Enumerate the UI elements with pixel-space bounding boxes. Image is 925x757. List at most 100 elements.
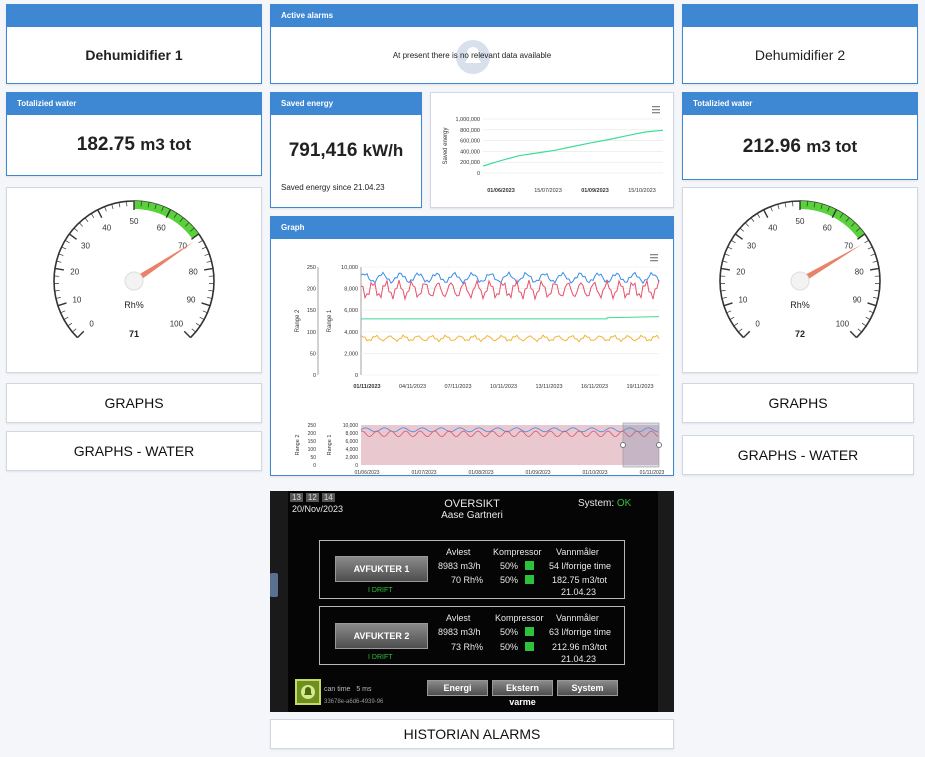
gauge-unit-label: Rh% [124,300,144,310]
nav-x-tick: 01/06/2023 [354,470,379,475]
gauge-tick [722,260,728,263]
gauge-tick [868,310,874,314]
gauge-tick [777,204,780,210]
totalized-water-2-value-row: 212.96 m3 tot [683,115,917,179]
col-kompressor-1: Kompressor [493,547,542,557]
gauge-tick [739,227,744,232]
unit-1-kompressor-2-indicator [525,575,534,584]
system-button[interactable]: System [557,680,618,696]
gauge-tick-label: 50 [130,217,139,226]
gauge-tick [813,202,816,208]
graphs-water-button-1[interactable]: GRAPHS - WATER [6,431,262,471]
navigator-handle-left[interactable] [620,442,626,448]
gauge-needle [798,244,862,284]
gauge-tick [726,310,732,314]
totalized-water-2-value: 212.96 [742,136,801,157]
alarms-message: At present there is no relevant data ava… [392,50,552,60]
nav-axis1-tick: 100 [308,447,317,453]
saved-energy-chart: Saved energy 1,000,000 800,000 600,000 400,0… [443,106,664,194]
graph-axis1-tick: 150 [307,308,316,314]
unit-2-kompressor-2: 50% [500,642,519,652]
gauge-tick [60,310,66,314]
gauge-tick [97,209,103,219]
gauge-tick-label: 80 [855,268,864,277]
graph-x-tick: 16/11/2023 [581,384,608,390]
chart-menu-icon[interactable] [652,106,660,114]
saved-energy-value: 791,416 [288,140,358,161]
unit-1-flow: 8983 m3/h [438,561,481,571]
hmi-scan-time-label: can time [324,686,351,693]
gauge-tick [191,328,196,333]
graphs-button-2[interactable]: GRAPHS [682,383,914,423]
gauge-tick [856,227,861,232]
gauge-tick [57,302,67,307]
navigator-handle-right[interactable] [656,442,662,448]
nav-axis2-tick: 0 [355,463,358,469]
gauge-tick [76,330,85,339]
gauge-tick-label: 60 [157,224,166,233]
saved-energy-header: Saved energy [271,93,421,115]
nav-axis2-tick: 10,000 [343,423,359,429]
active-alarms-header: Active alarms [271,5,673,27]
gauge-tick [734,233,743,240]
hmi-date: 20/Nov/2023 [292,504,344,514]
graph-axis2-tick: 2,000 [344,351,358,357]
gauge-tick [191,233,200,240]
nav-axis1-tick: 200 [308,431,317,437]
gauge-tick [870,267,880,271]
gauge-tick [154,204,157,210]
nav-axis1-tick: 150 [308,439,317,445]
nav-axis1-tick: 50 [310,455,316,461]
gauge-tick [58,253,64,256]
graph-axis2-tick: 8,000 [344,287,358,293]
gauge-tick-label: 10 [72,296,81,305]
energi-button[interactable]: Energi [427,680,488,696]
graph-menu-icon[interactable] [650,254,658,262]
graph-axis1-tick: 0 [313,373,316,379]
ekstern-varme-button[interactable]: Ekstern varme [492,680,553,707]
gauge-tick [67,322,73,327]
gauge-tick [857,328,862,333]
graph-x-tick: 10/11/2023 [490,384,517,390]
navigator-series [360,427,659,433]
energy-x-tick: 15/07/2023 [534,188,562,194]
avfukter-2-button[interactable]: AVFUKTER 2 [335,623,428,649]
energy-x-tick: 15/10/2023 [628,188,656,194]
energy-y-tick: 0 [477,171,480,177]
gauge-tick [204,267,214,271]
graphs-button-1[interactable]: GRAPHS [6,383,262,423]
main-graph: Range 2 Range 1 250 200 150 100 50 0 10,000 8,000… [295,254,665,486]
hmi-clock-hours: 13 [290,493,303,502]
totalized-water-2-unit: m3 tot [806,137,858,156]
gauge-value-label: 71 [129,329,139,339]
energy-y-tick: 800,000 [460,128,480,134]
unit-2-kompressor-1-indicator [525,627,534,636]
nav-axis2-label: Range 1 [327,435,333,456]
gauge-tick-label: 40 [102,224,111,233]
gauge-tick [721,297,727,299]
gauge-tick [720,267,730,271]
unit-2-kompressor-1: 50% [500,627,519,637]
gauge-tick-label: 20 [736,268,745,277]
dehumidifier-1-title: Dehumidifier 1 [85,47,183,63]
nav-x-tick: 01/10/2023 [582,470,607,475]
gauge-tick-label: 10 [738,296,747,305]
gauge-tick [54,267,64,271]
hmi-side-handle[interactable] [270,573,278,597]
navigator-series [360,430,659,438]
gauge-tick [870,253,876,256]
gauge-tick [190,227,195,232]
gauge-tick [84,217,89,222]
col-avlest-1: Avlest [446,547,471,557]
gauge-tick-label: 20 [70,268,79,277]
hmi-system-label: System: [578,498,615,509]
hmi-alarm-icon[interactable] [295,679,321,705]
historian-alarms-button[interactable]: HISTORIAN ALARMS [270,719,674,749]
avfukter-1-button[interactable]: AVFUKTER 1 [335,556,428,582]
navigator-selection[interactable] [622,422,660,468]
energy-y-tick: 1,000,000 [456,117,480,123]
gauge-tick [784,202,787,208]
nav-axis1-tick: 250 [308,423,317,429]
gauge-tick [849,330,858,339]
graphs-water-button-2[interactable]: GRAPHS - WATER [682,435,914,475]
